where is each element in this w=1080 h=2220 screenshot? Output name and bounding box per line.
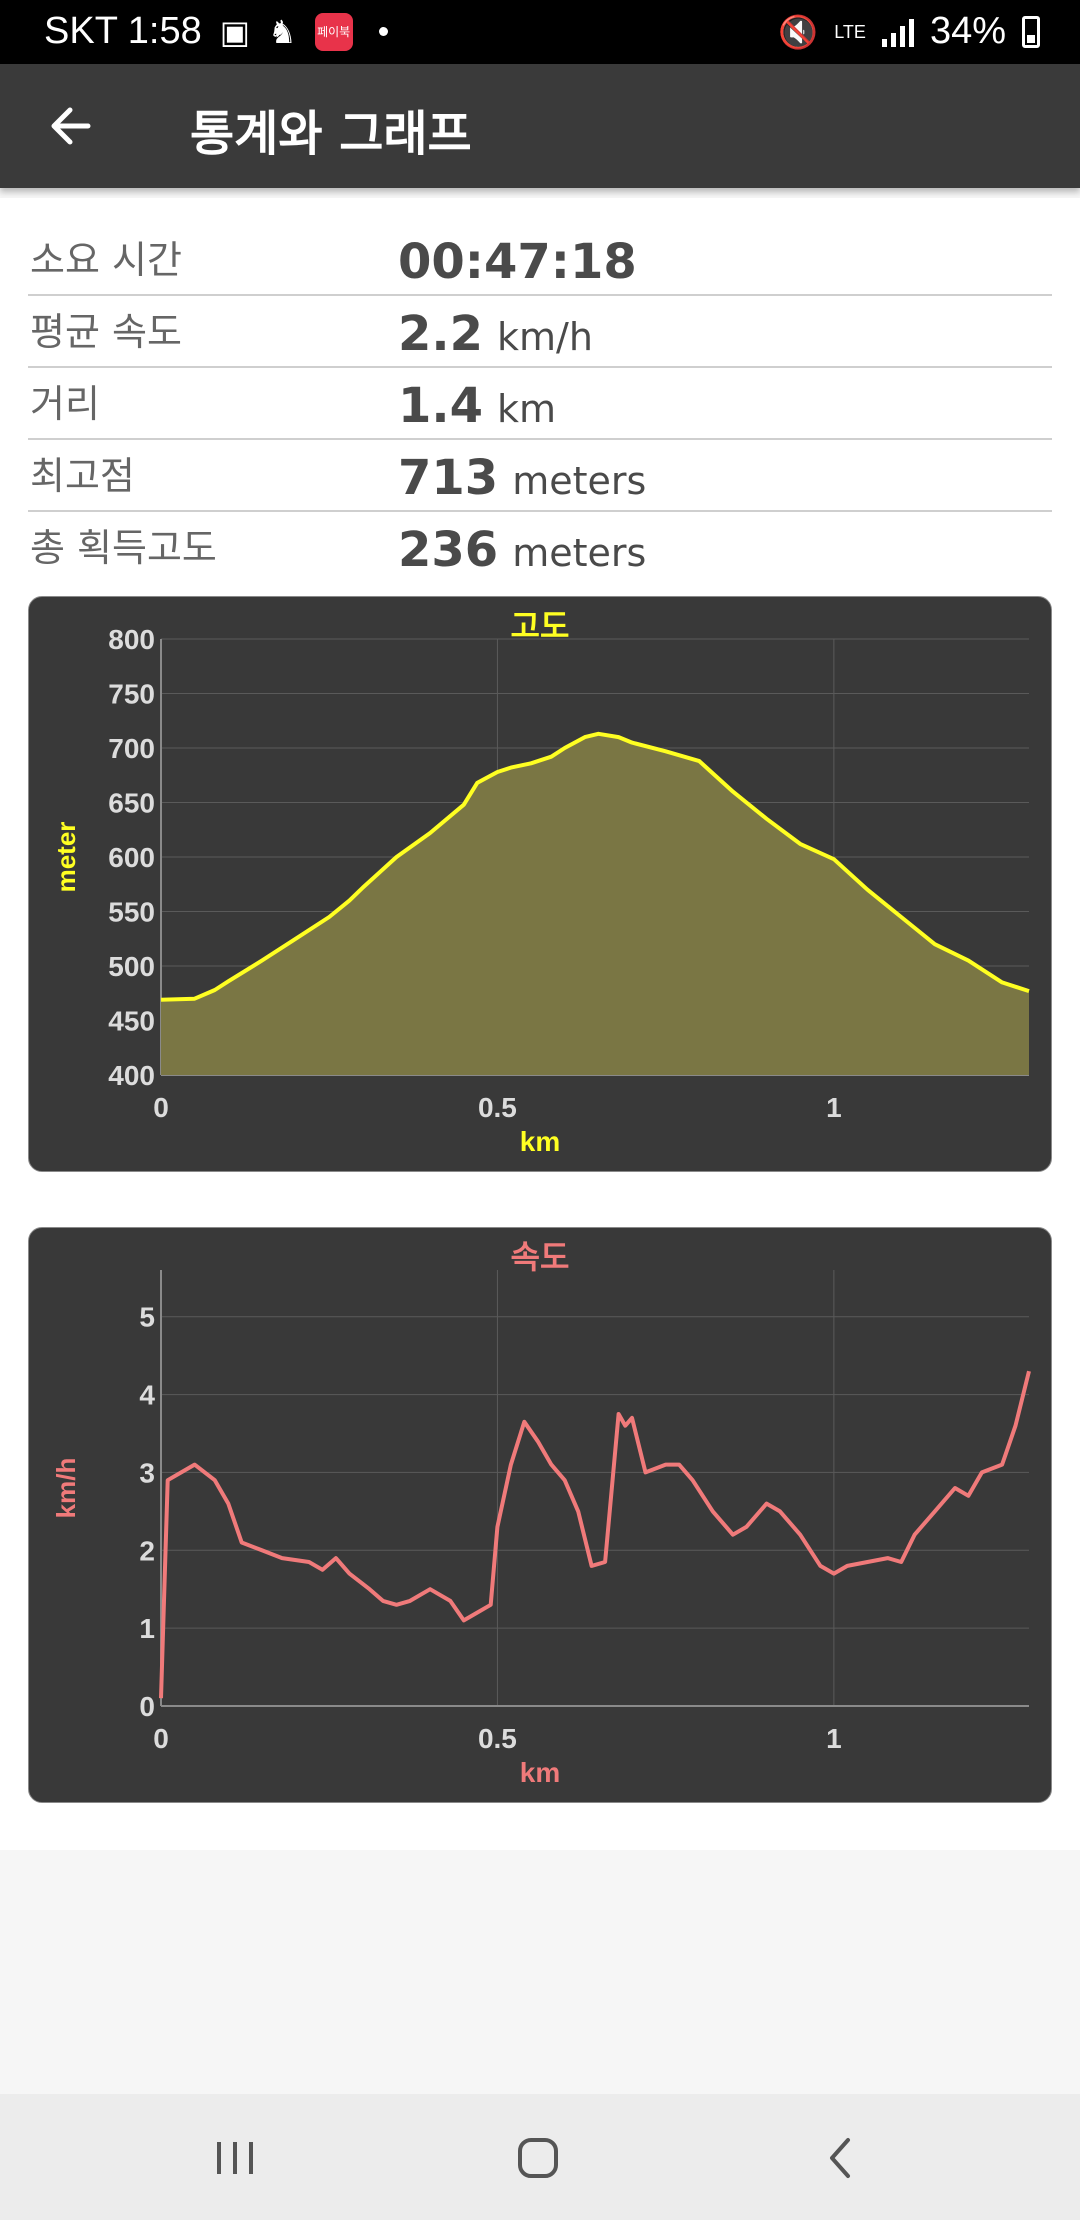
- status-bar: SKT 1:58 ▣ ♞ 페이북 🔇 LTE 34%: [0, 0, 1080, 64]
- content-area: 소요 시간 00:47:18 평균 속도 2.2 km/h 거리 1.4 km 최고…: [0, 198, 1080, 1850]
- lte-icon: LTE: [834, 21, 866, 42]
- app-bar: 통계와 그래프: [0, 64, 1080, 188]
- page-title: 통계와 그래프: [190, 106, 472, 162]
- y-tick-label: 800: [108, 624, 155, 655]
- stat-unit: km: [497, 387, 557, 431]
- x-tick-label: 0: [153, 1723, 169, 1754]
- home-button[interactable]: [508, 2128, 568, 2188]
- stat-row-max-elevation: 최고점 713 meters: [28, 440, 1052, 512]
- stat-number: 713: [398, 450, 499, 506]
- stat-row-duration: 소요 시간 00:47:18: [28, 224, 1052, 296]
- battery-percent: 34%: [929, 10, 1006, 52]
- status-right: 🔇 LTE 34%: [778, 10, 1040, 53]
- elevation-chart: 400 450 500 550 600 650 700 750 800 0 0.5 1 고도 km mete…: [28, 596, 1052, 1172]
- stat-number: 00:47:18: [398, 234, 637, 290]
- recent-apps-button[interactable]: [205, 2128, 265, 2188]
- y-tick-label: 450: [108, 1006, 155, 1037]
- stat-number: 1.4: [398, 378, 484, 434]
- y-tick-label: 500: [108, 951, 155, 982]
- y-tick-label: 2: [139, 1535, 155, 1566]
- chart-svg: 0 1 2 3 4 5 0 0.5 1 속도 km km/h: [51, 1238, 1031, 1788]
- y-tick-label: 4: [139, 1380, 155, 1411]
- x-axis-label: km: [520, 1757, 560, 1788]
- speed-chart: 0 1 2 3 4 5 0 0.5 1 속도 km km/h: [28, 1227, 1052, 1803]
- home-icon: [518, 2138, 558, 2178]
- x-tick-label: 0: [153, 1092, 169, 1123]
- stat-value: 1.4 km: [398, 378, 556, 434]
- stat-value: 713 meters: [398, 450, 646, 506]
- back-nav-icon: [830, 2138, 850, 2178]
- arrow-left-icon: [51, 107, 91, 145]
- stat-number: 2.2: [398, 306, 484, 362]
- status-left: SKT 1:58 ▣ ♞ 페이북: [44, 10, 388, 53]
- stat-label: 총 획득고도: [30, 526, 217, 570]
- chart-title: 속도: [511, 1238, 570, 1276]
- y-tick-label: 700: [108, 733, 155, 764]
- stat-unit: meters: [512, 531, 647, 575]
- stat-unit: meters: [512, 459, 647, 503]
- y-axis-label: km/h: [51, 1458, 81, 1519]
- stat-label: 평균 속도: [30, 310, 182, 354]
- y-tick-label: 650: [108, 788, 155, 819]
- elevation-area: [161, 733, 1029, 1075]
- x-tick-label: 0.5: [478, 1723, 517, 1754]
- pay-app-icon: 페이북: [314, 12, 353, 51]
- signal-icon: [881, 17, 914, 47]
- x-tick-label: 0.5: [478, 1092, 517, 1123]
- battery-icon: [1022, 15, 1040, 48]
- chart-title: 고도: [511, 607, 570, 645]
- y-tick-label: 550: [108, 897, 155, 928]
- x-axis-label: km: [520, 1126, 560, 1157]
- y-tick-label: 5: [139, 1302, 155, 1333]
- gallery-icon: ▣: [219, 13, 250, 50]
- stat-number: 236: [398, 522, 499, 578]
- y-tick-label: 600: [108, 842, 155, 873]
- stat-unit: km/h: [497, 315, 593, 359]
- x-tick-label: 1: [826, 1092, 842, 1123]
- y-tick-label: 3: [139, 1457, 155, 1488]
- speed-line: [159, 1370, 1031, 1699]
- elevation-line: [160, 731, 1030, 1002]
- stat-row-avg-speed: 평균 속도 2.2 km/h: [28, 296, 1052, 368]
- stat-row-distance: 거리 1.4 km: [28, 368, 1052, 440]
- stat-row-total-ascent: 총 획득고도 236 meters: [28, 512, 1052, 582]
- back-nav-button[interactable]: [810, 2128, 870, 2188]
- y-tick-label: 400: [108, 1060, 155, 1091]
- mute-icon: 🔇: [778, 13, 819, 50]
- stat-value: 00:47:18: [398, 234, 637, 290]
- y-tick-label: 1: [139, 1613, 155, 1644]
- stat-label: 소요 시간: [30, 238, 182, 282]
- stat-label: 거리: [30, 382, 100, 426]
- stat-label: 최고점: [30, 454, 135, 498]
- notification-icon: ♞: [267, 13, 297, 50]
- carrier-time: SKT 1:58: [44, 10, 202, 52]
- y-tick-label: 750: [108, 679, 155, 710]
- chart-svg: 400 450 500 550 600 650 700 750 800 0 0.5 1 고도 km mete…: [51, 607, 1030, 1157]
- more-notifications-dot: [378, 27, 388, 36]
- x-tick-label: 1: [826, 1723, 842, 1754]
- back-button[interactable]: [40, 92, 108, 160]
- stats-table: 소요 시간 00:47:18 평균 속도 2.2 km/h 거리 1.4 km 최고…: [28, 224, 1052, 582]
- y-tick-label: 0: [139, 1691, 155, 1722]
- y-axis-label: meter: [51, 822, 81, 893]
- recent-apps-icon: [217, 2142, 253, 2174]
- stat-value: 2.2 km/h: [398, 306, 593, 362]
- stat-value: 236 meters: [398, 522, 646, 578]
- navigation-bar: [0, 2094, 1080, 2220]
